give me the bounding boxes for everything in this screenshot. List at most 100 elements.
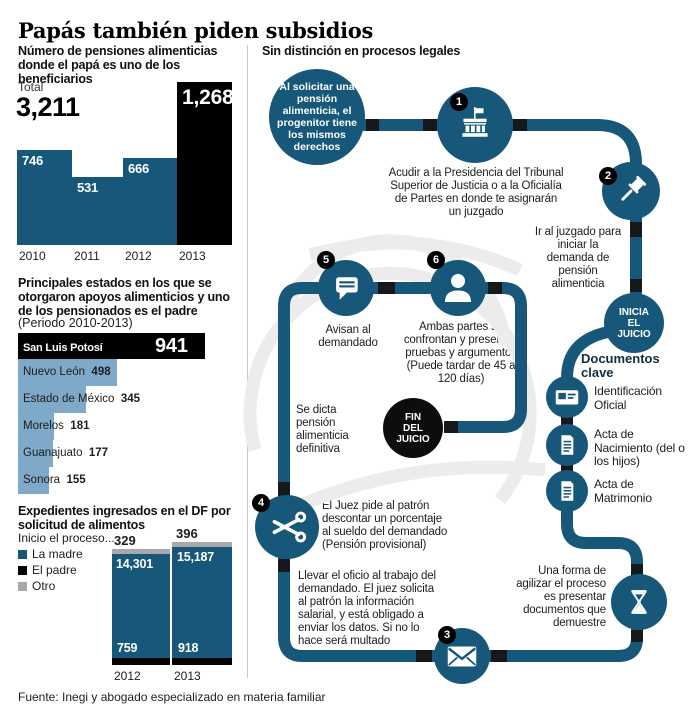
chart2-label-guanajuato: Guanajuato — [23, 447, 83, 459]
connector-shadow — [278, 559, 290, 572]
chart1-bar-2011 — [72, 177, 123, 245]
connector-shadow — [513, 119, 527, 131]
connector-shadow — [630, 222, 642, 237]
chart1-value-2013: 1,268 — [182, 86, 234, 109]
column-divider — [247, 45, 248, 678]
chart1-subtitle: Número de pensiones alimenticias donde e… — [18, 44, 218, 86]
chart3-bar-2012-madre — [112, 554, 170, 658]
legend-swatch-madre — [18, 549, 27, 559]
page-title: Papás también piden subsidios — [18, 18, 374, 43]
chart2-label-sonora: Sonora — [23, 474, 61, 486]
chart1-bar-2013 — [177, 82, 232, 245]
source-note: Fuente: Inegi y abogado especializado en… — [18, 690, 326, 704]
chart3-bar-2013-madre — [172, 547, 232, 658]
person-icon — [445, 274, 471, 302]
connector-shadow — [416, 650, 432, 662]
chart1-value-2010: 746 — [22, 153, 44, 168]
chart2-value-morelos: 181 — [70, 420, 90, 432]
trial-end-text: FIN DEL JUICIO — [396, 411, 430, 445]
definitive-pension-note: Se dicta pensión alimenticia definitiva — [296, 404, 349, 455]
legend-label-padre: El padre — [32, 563, 77, 577]
legend-item-padre: El padre — [18, 562, 83, 578]
step3-circle — [434, 628, 490, 684]
chart2-bar-sonora — [18, 467, 49, 494]
chart2-value-edomex: 345 — [120, 393, 140, 405]
document-icon — [561, 481, 574, 501]
step5-number: 5 — [317, 251, 335, 269]
chart3-title: Expedientes ingresados en el DF por soli… — [18, 504, 231, 532]
chart3-legend-title: Inicio el proceso... — [18, 531, 115, 545]
chart2-row-sonora: Sonora 155 — [23, 474, 86, 486]
step6-circle — [430, 260, 486, 316]
document-marriage-label: Acta de Matrimonio — [594, 477, 652, 505]
trial-end-circle: FIN DEL JUICIO — [383, 398, 443, 458]
chart2-bar-slp — [18, 333, 205, 359]
chart3-madre-value-2012: 14,301 — [116, 557, 154, 571]
document-id-label: Identificación Oficial — [594, 384, 662, 412]
connector-shadow — [366, 119, 379, 131]
envelope-icon — [447, 646, 477, 667]
chart1-total-label: Total — [18, 80, 44, 94]
chart3-xtick-2013: 2013 — [174, 669, 201, 683]
connector-shadow — [378, 282, 395, 294]
chart1-xtick-2011: 2011 — [74, 249, 100, 263]
step3-number: 3 — [438, 626, 456, 644]
connector-shadow — [444, 421, 458, 433]
documents-heading: Documentos clave — [581, 351, 660, 381]
chart1-value-2011: 531 — [77, 180, 99, 195]
chart2-label-morelos: Morelos — [23, 420, 64, 432]
chart2-bar-nl — [18, 359, 117, 386]
chart3-bar-2012-otro — [112, 549, 170, 554]
chart2-value-guanajuato: 177 — [88, 447, 109, 459]
step1-number: 1 — [450, 93, 468, 111]
chart2-row-nl: Nuevo León 498 — [23, 366, 111, 378]
chart2-title: Principales estados en los que se otorga… — [18, 276, 230, 318]
scissors-icon — [272, 511, 307, 543]
document-birth-label: Acta de Nacimiento (del o los hijos) — [594, 427, 685, 469]
step1-text: Acudir a la Presidencia del Tribunal Sup… — [388, 167, 564, 218]
chart3-bar-2012-padre — [112, 658, 170, 665]
connector-shadow — [631, 564, 643, 576]
legend-swatch-otro — [18, 581, 27, 591]
connector-shadow — [631, 630, 643, 642]
legend-item-madre: La madre — [18, 546, 83, 562]
hourglass-note: Una forma de agilizar el proceso es pres… — [516, 565, 606, 629]
document-icon — [561, 435, 574, 455]
document-marriage-circle — [546, 470, 588, 512]
step1-circle — [437, 87, 513, 163]
hourglass-icon — [631, 590, 647, 614]
chart2-row-edomex: Estado de México 345 — [23, 393, 140, 405]
chart3-madre-value-2013: 15,187 — [177, 550, 215, 564]
chart1-value-2012: 666 — [128, 161, 150, 176]
chart3-padre-value-2012: 759 — [117, 641, 138, 655]
chart3-legend: La madre El padre Otro — [18, 546, 83, 594]
chart2-label-edomex: Estado de México — [23, 393, 115, 405]
connector-shadow — [630, 279, 642, 292]
chart3-bar-2013-padre — [172, 658, 232, 665]
gavel-icon — [621, 175, 647, 201]
connector-shadow — [278, 482, 290, 496]
flow-subtitle: Sin distinción en procesos legales — [262, 44, 461, 58]
chart2-bar-morelos — [18, 413, 54, 440]
step5-text: Avisan al demandado — [318, 324, 378, 349]
chart2-bar-guanajuato — [18, 440, 53, 467]
step4-number: 4 — [252, 494, 270, 512]
chart1-bar-2012 — [123, 158, 177, 245]
chart2-period: (Periodo 2010-2013) — [18, 316, 133, 330]
hourglass-circle — [611, 574, 667, 630]
speech-bubble-icon — [336, 277, 358, 300]
chart1-xtick-2013: 2013 — [179, 249, 206, 263]
connector-shadow — [488, 282, 502, 294]
chart3-top-value-2013: 396 — [176, 526, 198, 541]
legend-item-otro: Otro — [18, 578, 83, 594]
chart1-total-value: 3,211 — [16, 92, 80, 122]
step3-text: Llevar el oficio al trabajo del demandad… — [298, 570, 436, 647]
chart2-value-sonora: 155 — [66, 474, 86, 486]
chart1-xtick-2012: 2012 — [125, 249, 152, 263]
legend-label-otro: Otro — [32, 579, 56, 593]
document-id-circle — [546, 376, 588, 418]
step6-number: 6 — [427, 251, 445, 269]
step2-number: 2 — [599, 167, 617, 185]
chart2-value-slp: 941 — [155, 335, 188, 357]
